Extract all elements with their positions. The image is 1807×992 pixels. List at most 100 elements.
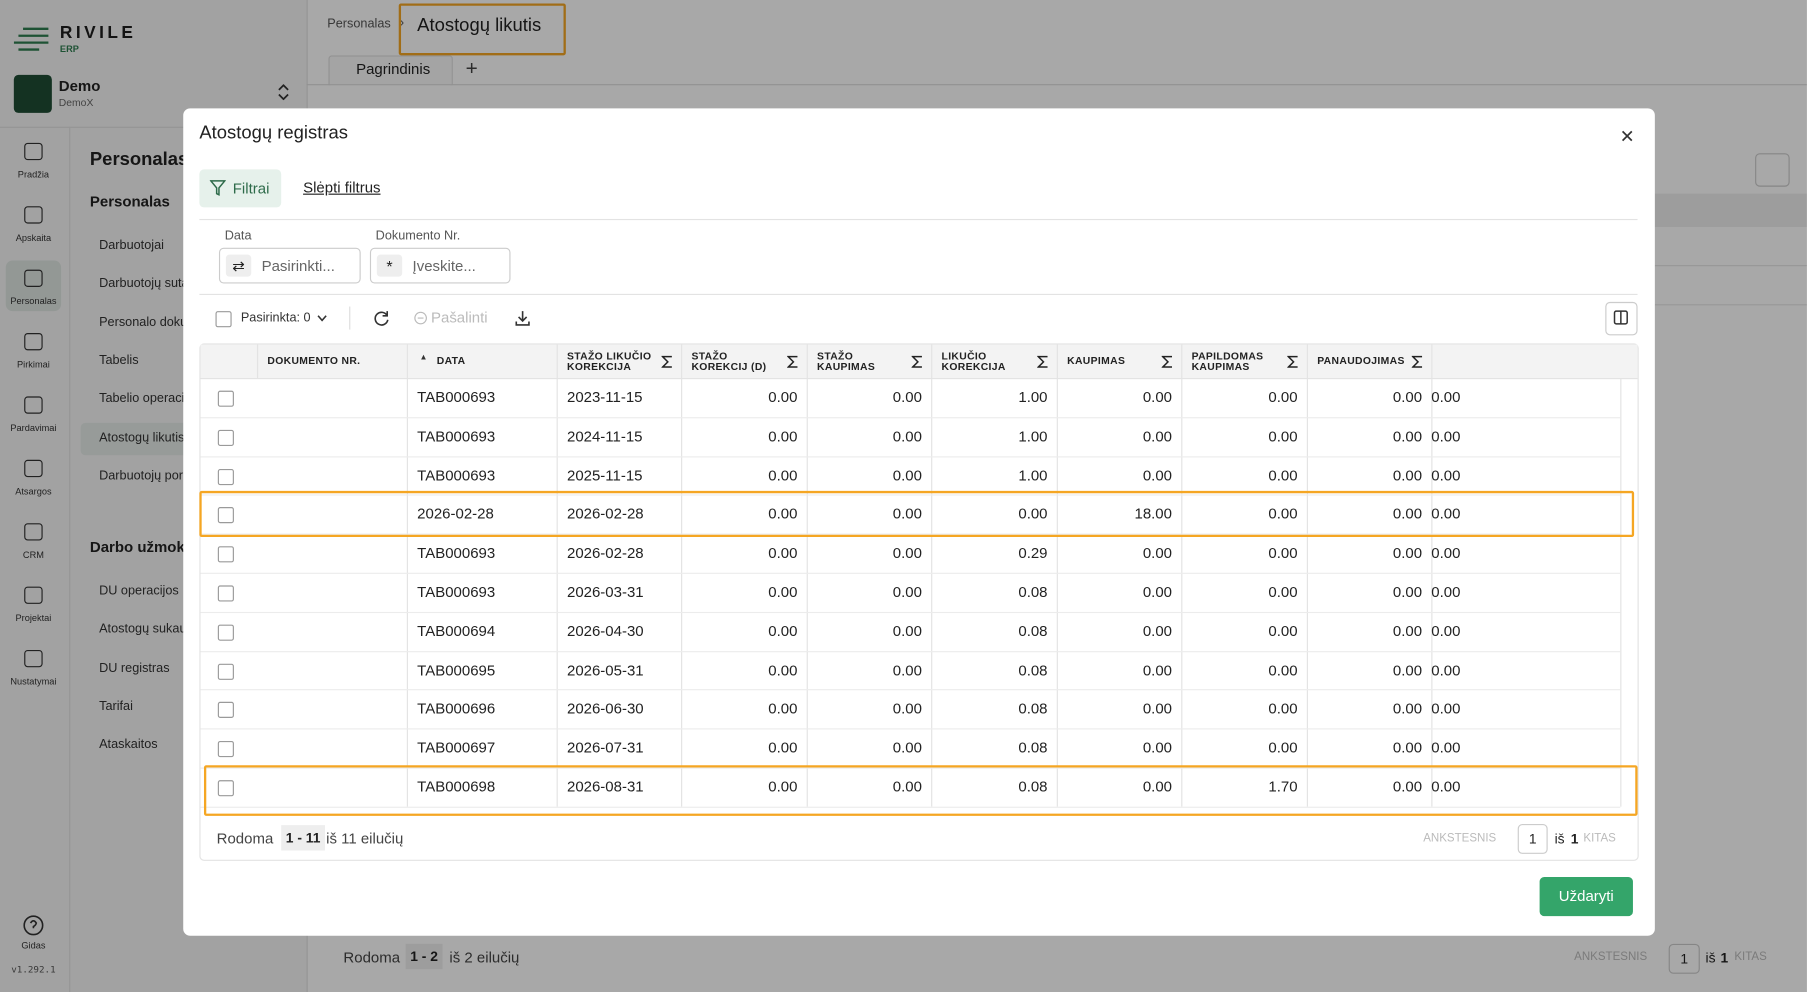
breadcrumb[interactable]: Personalas bbox=[327, 17, 391, 32]
filter-placeholder[interactable]: Įveskite... bbox=[412, 256, 476, 275]
download-icon[interactable] bbox=[515, 310, 530, 326]
add-tab[interactable]: + bbox=[465, 56, 478, 80]
next-page[interactable]: KITAS bbox=[1583, 832, 1616, 845]
submenu-item[interactable]: Tabelio operacijos bbox=[99, 392, 201, 406]
columns-icon[interactable] bbox=[1613, 310, 1628, 325]
column-header[interactable]: STAŽO KOREKCIJ (D) bbox=[691, 345, 780, 378]
column-header-label[interactable]: DATA bbox=[436, 354, 466, 367]
column-header[interactable]: KAUPIMAS bbox=[1067, 345, 1155, 378]
submenu-item[interactable]: Tarifai bbox=[99, 699, 133, 714]
submenu-item[interactable]: Atostogų likutis bbox=[99, 430, 185, 445]
column-header[interactable]: DOKUMENTO NR. bbox=[267, 345, 394, 378]
tab[interactable] bbox=[328, 55, 453, 86]
sort-icon[interactable]: ▲ bbox=[419, 353, 428, 362]
column-header-label[interactable]: PANAUDOJIMAS bbox=[1317, 354, 1405, 367]
sum-icon[interactable] bbox=[1287, 355, 1299, 369]
row-checkbox[interactable] bbox=[217, 741, 234, 758]
nav-icon[interactable] bbox=[24, 586, 43, 604]
nav-icon[interactable] bbox=[24, 142, 43, 161]
nav-label[interactable]: Pirkimai bbox=[17, 359, 50, 370]
nav-label[interactable]: Personalas bbox=[10, 296, 57, 307]
select-all[interactable] bbox=[215, 311, 232, 328]
submenu-item[interactable]: Tabelis bbox=[99, 353, 139, 368]
selected-count[interactable]: Pasirinkta: 0 bbox=[240, 311, 311, 325]
row-checkbox[interactable] bbox=[217, 702, 234, 719]
company-name[interactable]: Demo bbox=[58, 77, 101, 95]
nav-label[interactable]: Nustatymai bbox=[10, 676, 57, 687]
filters-label[interactable]: Filtrai bbox=[232, 179, 270, 198]
sum-icon[interactable] bbox=[787, 355, 799, 369]
nav-icon[interactable] bbox=[24, 649, 43, 668]
filters-button[interactable] bbox=[199, 169, 282, 208]
table-cell: 2026-06-30 bbox=[566, 699, 644, 718]
close-button[interactable]: Uždaryti bbox=[1539, 876, 1633, 917]
column-header-label[interactable]: LIKUČIO KOREKCIJA bbox=[941, 349, 1006, 372]
row-checkbox[interactable] bbox=[217, 546, 234, 563]
sum-icon[interactable] bbox=[1037, 355, 1049, 369]
row-checkbox[interactable] bbox=[217, 429, 234, 446]
nav-label[interactable]: Pardavimai bbox=[10, 422, 57, 434]
nav-icon[interactable] bbox=[24, 206, 43, 224]
hide-filters[interactable]: Slėpti filtrus bbox=[303, 178, 381, 196]
filter-mode[interactable]: * bbox=[376, 254, 403, 277]
help-label[interactable]: Gidas bbox=[21, 940, 46, 951]
close-icon[interactable] bbox=[1621, 130, 1633, 142]
filter-mode[interactable]: ⇄ bbox=[225, 254, 252, 277]
column-header-label[interactable]: PAPILDOMAS KAUPIMAS bbox=[1191, 349, 1264, 372]
row-checkbox[interactable] bbox=[217, 468, 234, 485]
column-header-label[interactable]: STAŽO KOREKCIJ (D) bbox=[691, 349, 767, 372]
row-checkbox[interactable] bbox=[217, 663, 234, 680]
column-header-label[interactable]: KAUPIMAS bbox=[1067, 354, 1126, 367]
page-input[interactable]: 1 bbox=[1517, 823, 1548, 854]
chevron[interactable] bbox=[317, 315, 327, 322]
nav-icon[interactable] bbox=[24, 459, 43, 478]
filter-placeholder[interactable]: Pasirinkti... bbox=[261, 256, 335, 275]
nav-label[interactable]: CRM bbox=[22, 549, 44, 561]
filter-input[interactable] bbox=[218, 247, 361, 284]
sum-icon[interactable] bbox=[661, 355, 673, 369]
submenu-item[interactable]: Darbuotojai bbox=[99, 238, 164, 253]
column-header[interactable]: STAŽO KAUPIMAS bbox=[817, 345, 905, 378]
nav-label[interactable]: Pradžia bbox=[17, 169, 50, 180]
column-header[interactable]: STAŽO LIKUČIO KOREKCIJA bbox=[567, 345, 655, 378]
nav-icon[interactable] bbox=[24, 333, 43, 351]
refresh-icon[interactable] bbox=[373, 310, 389, 326]
tab-label[interactable]: Pagrindinis bbox=[356, 59, 431, 78]
nav-icon[interactable] bbox=[24, 523, 43, 541]
prev-page[interactable]: ANKSTESNIS bbox=[1574, 950, 1648, 964]
column-header[interactable]: LIKUČIO KOREKCIJA bbox=[942, 345, 1031, 378]
row-checkbox[interactable] bbox=[217, 507, 234, 524]
column-header[interactable]: PAPILDOMAS KAUPIMAS bbox=[1192, 345, 1281, 378]
column-header-label[interactable]: STAŽO KAUPIMAS bbox=[817, 349, 876, 372]
column-header-label[interactable]: DOKUMENTO NR. bbox=[267, 354, 361, 367]
page-input[interactable]: 1 bbox=[1668, 943, 1700, 974]
column-header-label[interactable]: STAŽO LIKUČIO KOREKCIJA bbox=[566, 349, 652, 372]
row-checkbox[interactable] bbox=[217, 780, 234, 797]
row-checkbox[interactable] bbox=[217, 624, 234, 641]
nav-label[interactable]: Projektai bbox=[15, 613, 52, 624]
columns-button[interactable] bbox=[1755, 153, 1790, 187]
submenu-item[interactable]: Darbuotojų sutartys bbox=[99, 276, 210, 291]
columns-button[interactable] bbox=[1605, 301, 1638, 336]
table-cell: TAB000693 bbox=[417, 544, 496, 562]
sum-icon[interactable] bbox=[1161, 355, 1174, 369]
row-checkbox[interactable] bbox=[217, 390, 234, 407]
row-checkbox[interactable] bbox=[217, 585, 234, 602]
sum-icon[interactable] bbox=[911, 355, 924, 369]
submenu-item[interactable]: DU registras bbox=[99, 661, 170, 675]
filter-icon[interactable] bbox=[209, 180, 226, 196]
nav-icon[interactable] bbox=[24, 269, 43, 287]
submenu-item[interactable]: Ataskaitos bbox=[99, 737, 158, 752]
nav-icon[interactable] bbox=[24, 396, 43, 414]
nav-label[interactable]: Atsargos bbox=[15, 486, 52, 497]
next-page[interactable]: KITAS bbox=[1734, 950, 1767, 964]
nav-label[interactable]: Apskaita bbox=[15, 232, 52, 244]
filter-input[interactable] bbox=[369, 247, 511, 284]
help-icon[interactable] bbox=[23, 915, 44, 936]
column-header[interactable]: PANAUDOJIMAS bbox=[1317, 345, 1405, 378]
submenu-item[interactable]: DU operacijos bbox=[99, 584, 179, 599]
column-header[interactable]: DATA bbox=[437, 345, 564, 378]
sum-icon[interactable] bbox=[1411, 355, 1424, 369]
chevron[interactable] bbox=[277, 84, 291, 101]
prev-page[interactable]: ANKSTESNIS bbox=[1423, 832, 1497, 845]
